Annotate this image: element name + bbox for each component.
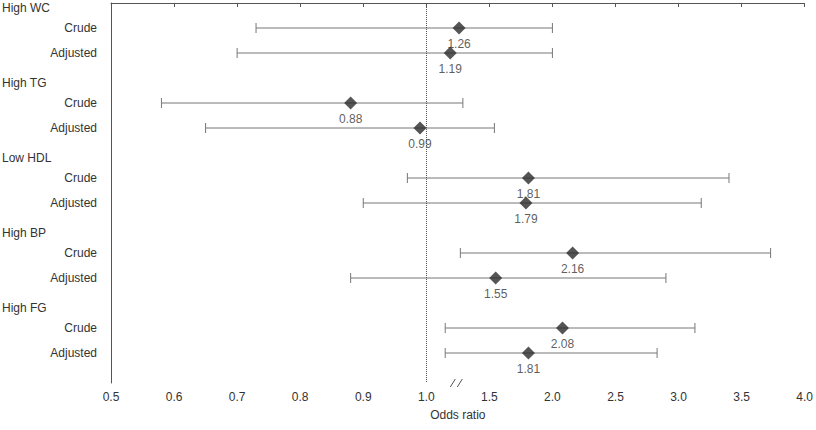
svg-text:1.19: 1.19 [439,62,463,76]
svg-text:Adjusted: Adjusted [50,271,97,285]
svg-text:High TG: High TG [2,76,46,90]
svg-text:Crude: Crude [64,21,97,35]
svg-text:0.88: 0.88 [339,112,363,126]
svg-text:Adjusted: Adjusted [50,46,97,60]
svg-text:0.6: 0.6 [166,390,183,404]
svg-text:1.79: 1.79 [514,212,538,226]
svg-text:2.0: 2.0 [544,390,561,404]
svg-text:High BP: High BP [2,226,46,240]
svg-text:1.55: 1.55 [484,287,508,301]
svg-text:Odds ratio: Odds ratio [430,408,486,422]
svg-text:Crude: Crude [64,321,97,335]
svg-text:1.0: 1.0 [418,390,435,404]
svg-text:1.81: 1.81 [517,362,541,376]
svg-text:Crude: Crude [64,96,97,110]
svg-text:0.5: 0.5 [103,390,120,404]
svg-text:Adjusted: Adjusted [50,196,97,210]
svg-text:Adjusted: Adjusted [50,121,97,135]
svg-text:High WC: High WC [2,1,50,15]
svg-text:0.7: 0.7 [229,390,246,404]
svg-text:2.5: 2.5 [607,390,624,404]
svg-text:0.8: 0.8 [292,390,309,404]
svg-text:Crude: Crude [64,246,97,260]
svg-text:3.0: 3.0 [670,390,687,404]
svg-text:1.5: 1.5 [481,390,498,404]
svg-text:Adjusted: Adjusted [50,346,97,360]
svg-text:High FG: High FG [2,301,47,315]
svg-text:3.5: 3.5 [733,390,750,404]
svg-text:Low HDL: Low HDL [2,151,52,165]
svg-text:0.99: 0.99 [408,137,432,151]
svg-text:Crude: Crude [64,171,97,185]
svg-text:4.0: 4.0 [796,390,813,404]
svg-text:2.16: 2.16 [561,262,585,276]
svg-text:0.9: 0.9 [355,390,372,404]
svg-text:1.81: 1.81 [517,187,541,201]
svg-text:2.08: 2.08 [551,337,575,351]
svg-text:1.26: 1.26 [447,37,471,51]
